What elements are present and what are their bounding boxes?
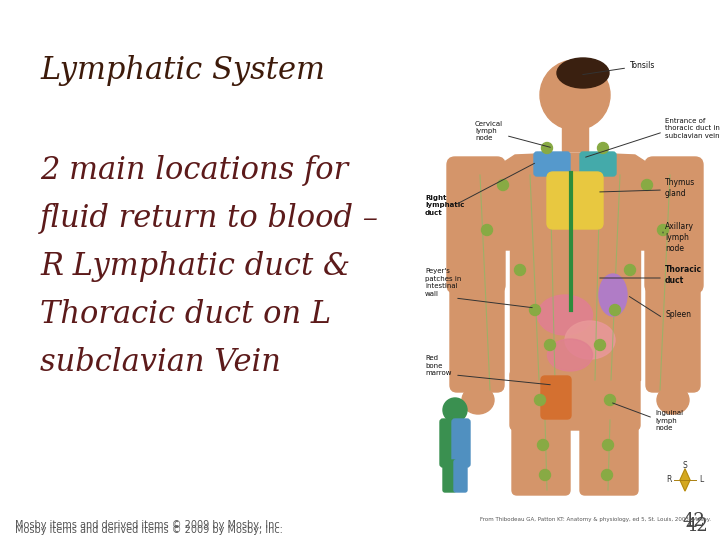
FancyBboxPatch shape <box>580 152 616 176</box>
Circle shape <box>624 265 636 275</box>
Text: From Thibodeau GA, Patton KT: Anatomy & physiology, ed 5, St. Louis, 2003, Mosby: From Thibodeau GA, Patton KT: Anatomy & … <box>480 517 711 522</box>
Text: Spleen: Spleen <box>665 310 691 319</box>
Circle shape <box>515 265 526 275</box>
Text: 42: 42 <box>685 517 708 535</box>
Text: Cervical
lymph
node: Cervical lymph node <box>475 121 550 147</box>
Text: Thymus
gland: Thymus gland <box>665 178 696 198</box>
Text: Inguinal
lymph
node: Inguinal lymph node <box>655 410 683 431</box>
Text: Axillary
lymph
node: Axillary lymph node <box>665 222 694 253</box>
Text: R Lymphatic duct &: R Lymphatic duct & <box>40 251 350 282</box>
Text: Lymphatic System: Lymphatic System <box>40 55 325 86</box>
Circle shape <box>598 143 608 153</box>
Text: L: L <box>699 476 703 484</box>
FancyBboxPatch shape <box>454 460 467 492</box>
Polygon shape <box>495 153 655 250</box>
FancyBboxPatch shape <box>580 415 638 495</box>
FancyBboxPatch shape <box>646 278 700 392</box>
Text: S: S <box>683 462 688 470</box>
Text: subclavian Vein: subclavian Vein <box>40 347 281 378</box>
Text: R: R <box>666 476 672 484</box>
Text: Red
bone
marrow: Red bone marrow <box>425 355 451 376</box>
Circle shape <box>642 179 652 191</box>
Text: 2 main locations for: 2 main locations for <box>40 155 348 186</box>
Ellipse shape <box>547 339 593 371</box>
Text: Thoracic duct on L: Thoracic duct on L <box>40 299 331 330</box>
Circle shape <box>498 179 508 191</box>
FancyBboxPatch shape <box>443 460 456 492</box>
FancyBboxPatch shape <box>452 419 470 467</box>
Ellipse shape <box>657 386 689 414</box>
Circle shape <box>482 225 492 235</box>
Ellipse shape <box>565 321 615 359</box>
Circle shape <box>534 395 546 406</box>
Circle shape <box>443 398 467 422</box>
Text: Tonsils: Tonsils <box>582 61 655 75</box>
FancyBboxPatch shape <box>645 157 703 293</box>
Circle shape <box>605 395 616 406</box>
Circle shape <box>595 340 606 350</box>
FancyBboxPatch shape <box>512 415 570 495</box>
Text: Peyer's
patches in
intestinal
wall: Peyer's patches in intestinal wall <box>425 268 462 296</box>
Ellipse shape <box>557 58 609 88</box>
Circle shape <box>529 305 541 315</box>
FancyBboxPatch shape <box>541 376 571 419</box>
Ellipse shape <box>599 274 627 316</box>
FancyBboxPatch shape <box>534 152 570 176</box>
Circle shape <box>603 440 613 450</box>
Circle shape <box>541 143 552 153</box>
FancyBboxPatch shape <box>547 172 603 229</box>
Text: Entrance of
thoracic duct into
subclavian vein: Entrance of thoracic duct into subclavia… <box>665 118 720 139</box>
Text: Thoracic
duct: Thoracic duct <box>665 265 702 285</box>
Text: Mosby items and derived items © 2009 by Mosby, Inc.: Mosby items and derived items © 2009 by … <box>15 525 283 535</box>
Polygon shape <box>680 469 690 491</box>
Bar <box>415 18 715 513</box>
FancyBboxPatch shape <box>516 485 566 491</box>
Circle shape <box>657 225 668 235</box>
Circle shape <box>610 305 621 315</box>
Circle shape <box>538 440 549 450</box>
Circle shape <box>544 340 556 350</box>
Bar <box>562 123 588 151</box>
Text: fluid return to blood –: fluid return to blood – <box>40 203 379 234</box>
FancyBboxPatch shape <box>447 157 505 293</box>
Text: Right
lymphatic
duct: Right lymphatic duct <box>425 195 464 216</box>
Text: 42: 42 <box>683 512 705 530</box>
Ellipse shape <box>462 386 494 414</box>
Circle shape <box>601 469 613 481</box>
FancyBboxPatch shape <box>510 370 640 430</box>
Circle shape <box>540 60 610 130</box>
FancyBboxPatch shape <box>440 419 458 467</box>
FancyBboxPatch shape <box>450 278 504 392</box>
Text: Mosby items and derived items © 2009 by Mosby, Inc.: Mosby items and derived items © 2009 by … <box>15 520 283 530</box>
Ellipse shape <box>538 295 593 335</box>
Bar <box>510 250 640 380</box>
Circle shape <box>539 469 551 481</box>
